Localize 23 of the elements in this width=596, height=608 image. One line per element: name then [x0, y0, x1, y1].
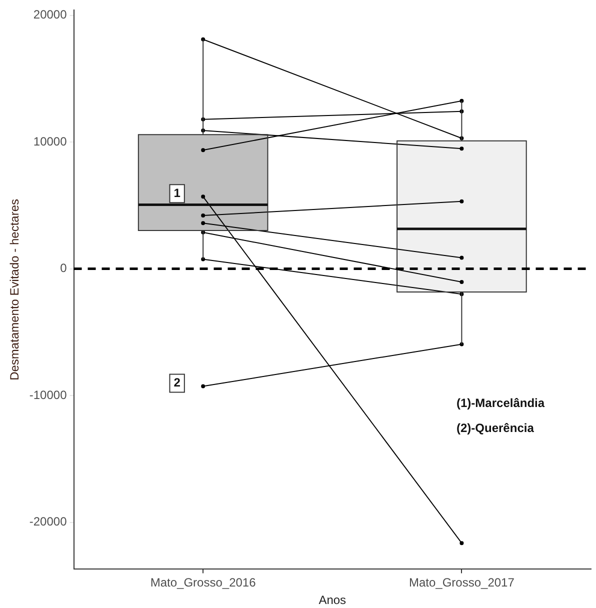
x-tick-label: Mato_Grosso_2017: [408, 576, 515, 590]
y-axis-title: Desmatamento Evitado - hectares: [8, 198, 22, 380]
point: [201, 194, 206, 199]
point: [460, 199, 464, 204]
x-tick-label: Mato_Grosso_2016: [150, 576, 256, 590]
annotation: (1)-Marcelândia: [456, 396, 545, 410]
y-tick-label: -20000: [29, 514, 68, 529]
y-tick-label: 20000: [33, 8, 68, 22]
y-tick-label: 0: [60, 261, 68, 276]
annotation: (2)-Querência: [456, 420, 534, 435]
point: [201, 148, 206, 152]
annotation: 2: [174, 376, 181, 390]
annotation: 1: [174, 186, 181, 200]
point: [460, 146, 464, 151]
point: [201, 214, 206, 218]
point: [460, 280, 464, 284]
x-axis-title: Anos: [318, 593, 346, 608]
point: [460, 541, 464, 546]
point: [201, 221, 206, 226]
y-tick-label: -10000: [29, 388, 68, 402]
point: [201, 384, 206, 388]
y-tick-label: 10000: [33, 134, 68, 148]
point: [460, 256, 464, 260]
